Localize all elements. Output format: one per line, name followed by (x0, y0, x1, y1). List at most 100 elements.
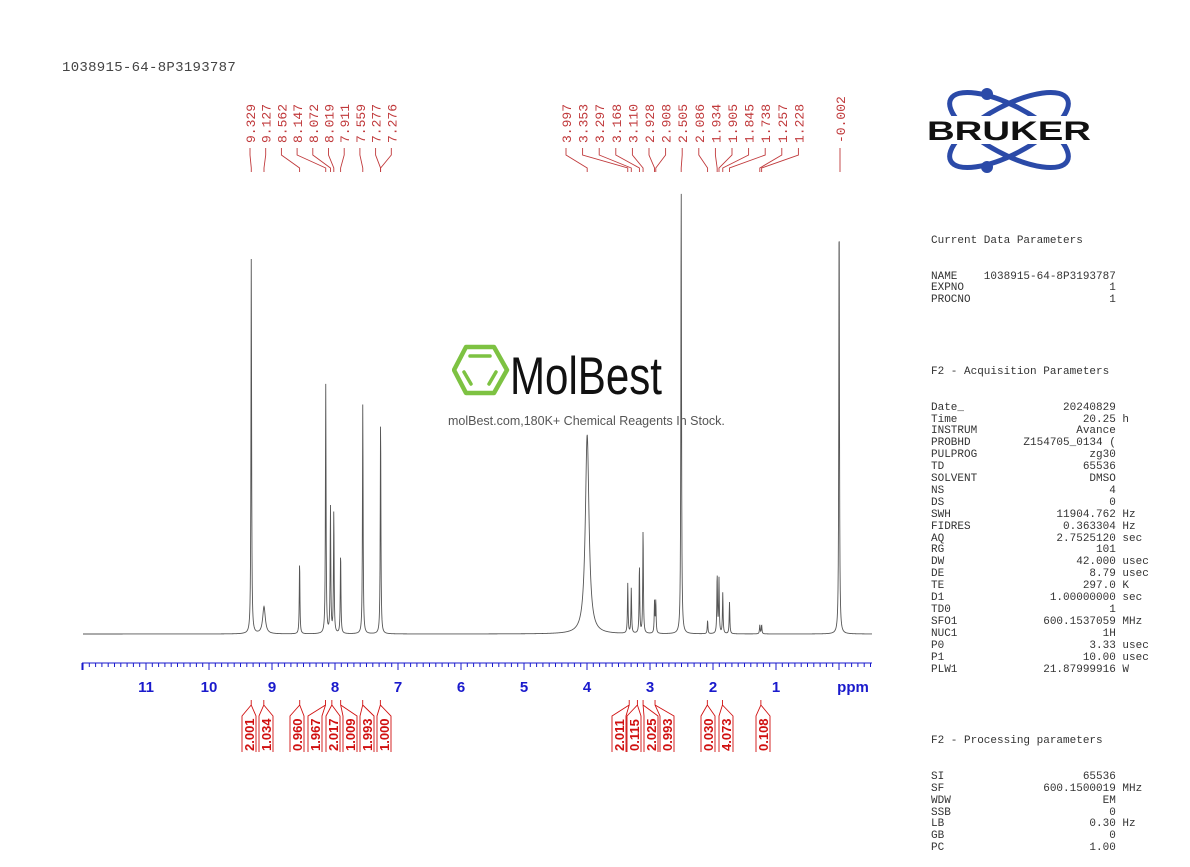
svg-text:4: 4 (583, 679, 592, 696)
param-row: TD0 1 (931, 604, 1116, 616)
svg-text:2.001: 2.001 (242, 718, 257, 751)
svg-text:-0.002: -0.002 (834, 96, 849, 143)
svg-text:2.011: 2.011 (612, 719, 627, 751)
svg-text:0.115: 0.115 (627, 719, 642, 751)
svg-text:10: 10 (201, 679, 218, 696)
svg-text:1.934: 1.934 (709, 104, 724, 143)
param-row: NAME 1038915-64-8P3193787 (931, 270, 1116, 283)
processing-params-list: SI 65536 SF 600.1500019 MHz WDW EM SSB 0 LB … (931, 770, 1149, 855)
acquisition-params-heading: F2 - Acquisition Parameters (931, 365, 1110, 378)
param-row: FIDRES 0.363304 Hz (931, 520, 1136, 533)
param-row: TD 65536 (931, 461, 1116, 474)
svg-text:1: 1 (772, 679, 780, 696)
svg-text:1.738: 1.738 (759, 104, 774, 143)
svg-text:3.168: 3.168 (610, 104, 625, 143)
param-row: Time 20.25 h (931, 413, 1130, 426)
param-row: P1 10.00 usec (931, 651, 1149, 664)
peak-labels: 9.329 9.127 8.562 8.147 8.072 8.019 7.911 7.559… (244, 96, 849, 172)
param-row: NS 4 (931, 484, 1116, 497)
param-row: INSTRUM Avance (931, 425, 1116, 438)
param-row: DE 8.79 usec (931, 568, 1149, 581)
molbest-brand-text: MolBest (510, 347, 662, 399)
svg-text:7: 7 (394, 679, 402, 696)
svg-text:8.147: 8.147 (291, 104, 306, 143)
svg-text:11: 11 (138, 679, 154, 696)
svg-text:0.030: 0.030 (701, 718, 716, 751)
svg-text:3.297: 3.297 (593, 104, 608, 143)
acquisition-params-list: Date_ 20240829 Time 20.25 h INSTRUM Avance… (931, 401, 1149, 677)
svg-text:7.276: 7.276 (385, 104, 400, 143)
param-row: DW 42.000 usec (931, 556, 1149, 569)
param-row: PULPROG zg30 (931, 449, 1116, 462)
svg-text:1.034: 1.034 (259, 718, 274, 751)
acquisition-parameters-panel: Current Data Parameters NAME 1038915-64-… (931, 212, 1149, 867)
svg-text:2.928: 2.928 (643, 104, 658, 143)
svg-text:0.993: 0.993 (660, 718, 675, 751)
svg-text:9.329: 9.329 (244, 104, 259, 143)
param-row: RG 101 (931, 544, 1116, 557)
integral-labels: 2.001 1.034 0.960 1.967 2.017 1.009 1.993 1.000… (241, 700, 771, 752)
param-row: AQ 2.7525120 sec (931, 532, 1143, 545)
param-row: SI 65536 (931, 770, 1116, 783)
benzene-ring-icon (451, 344, 510, 396)
molbest-watermark-logo: MolBest (451, 343, 667, 406)
svg-text:8.072: 8.072 (307, 104, 322, 143)
svg-text:7.277: 7.277 (370, 104, 385, 143)
svg-text:3.997: 3.997 (560, 104, 575, 143)
param-row: PC 1.00 (931, 842, 1116, 855)
param-row: PROCNO 1 (931, 294, 1116, 307)
param-row: EXPNO 1 (931, 282, 1116, 295)
svg-text:1.009: 1.009 (343, 718, 358, 751)
param-row: Date_ 20240829 (931, 401, 1116, 414)
atom-orbit-icon (947, 88, 1071, 173)
param-row: PLW1 21.87999916 W (931, 663, 1130, 676)
param-row: TE 297.0 K (931, 580, 1130, 593)
param-row: DS 0 (931, 496, 1116, 509)
svg-text:8: 8 (331, 679, 339, 696)
spectrum-trace (83, 193, 873, 635)
current-params-heading: Current Data Parameters (931, 234, 1083, 247)
param-row: SFO1 600.1537059 MHz (931, 615, 1143, 628)
svg-text:2.505: 2.505 (676, 104, 691, 143)
svg-text:2.017: 2.017 (326, 718, 341, 751)
svg-text:1.967: 1.967 (308, 718, 323, 751)
param-row: WDW EM (931, 794, 1116, 807)
processing-params-heading: F2 - Processing parameters (931, 735, 1103, 748)
svg-text:0.108: 0.108 (756, 718, 771, 751)
svg-text:ppm: ppm (837, 679, 869, 696)
svg-text:1.228: 1.228 (792, 104, 807, 143)
param-row: PROBHD Z154705_0134 ( (931, 437, 1116, 450)
svg-text:3.353: 3.353 (577, 104, 592, 143)
svg-text:9: 9 (268, 679, 276, 696)
svg-text:9.127: 9.127 (260, 104, 275, 143)
svg-text:7.911: 7.911 (338, 104, 353, 143)
svg-text:2.025: 2.025 (644, 718, 659, 751)
ppm-axis: 11 10 9 8 7 6 5 4 3 2 1 ppm (81, 662, 872, 696)
svg-text:1.993: 1.993 (360, 718, 375, 751)
param-row: SWH 11904.762 Hz (931, 508, 1136, 521)
svg-text:2.086: 2.086 (693, 104, 708, 143)
param-row: SF 600.1500019 MHz (931, 782, 1143, 795)
param-row: SOLVENT DMSO (931, 473, 1116, 486)
svg-text:0.960: 0.960 (290, 718, 305, 751)
param-row: SSB 0 (931, 806, 1116, 819)
svg-text:4.073: 4.073 (719, 718, 734, 751)
svg-text:1.257: 1.257 (776, 104, 791, 143)
svg-text:1.905: 1.905 (726, 104, 741, 143)
svg-text:3.110: 3.110 (626, 104, 641, 143)
svg-text:1.845: 1.845 (743, 104, 758, 143)
svg-text:3: 3 (646, 679, 654, 696)
svg-text:8.562: 8.562 (275, 104, 290, 143)
param-row: NUC1 1H (931, 627, 1116, 640)
param-row: P0 3.33 usec (931, 639, 1149, 652)
svg-text:1.000: 1.000 (377, 718, 392, 751)
svg-text:2: 2 (709, 679, 717, 696)
bruker-logo: BRUKER (922, 84, 1097, 181)
svg-text:5: 5 (520, 679, 528, 696)
param-row: LB 0.30 Hz (931, 818, 1136, 831)
nmr-spectrum-chart: 11 10 9 8 7 6 5 4 3 2 1 ppm 9.329 9.127 8.562 8.147 8.0… (81, 96, 873, 752)
svg-text:7.559: 7.559 (354, 104, 369, 143)
param-row: D1 1.00000000 sec (931, 592, 1143, 605)
svg-text:2.908: 2.908 (660, 104, 675, 143)
watermark-tagline: molBest.com,180K+ Chemical Reagents In S… (448, 414, 725, 428)
